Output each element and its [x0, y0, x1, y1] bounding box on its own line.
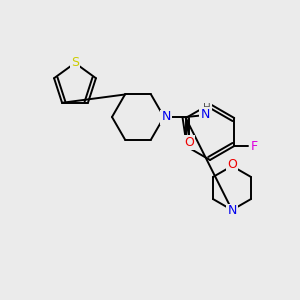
Text: N: N	[161, 110, 171, 124]
Text: O: O	[184, 136, 194, 148]
Text: F: F	[251, 140, 258, 152]
Text: H: H	[203, 103, 211, 113]
Text: N: N	[227, 205, 237, 218]
Text: O: O	[227, 158, 237, 172]
Text: S: S	[71, 56, 79, 70]
Text: N: N	[200, 107, 210, 121]
